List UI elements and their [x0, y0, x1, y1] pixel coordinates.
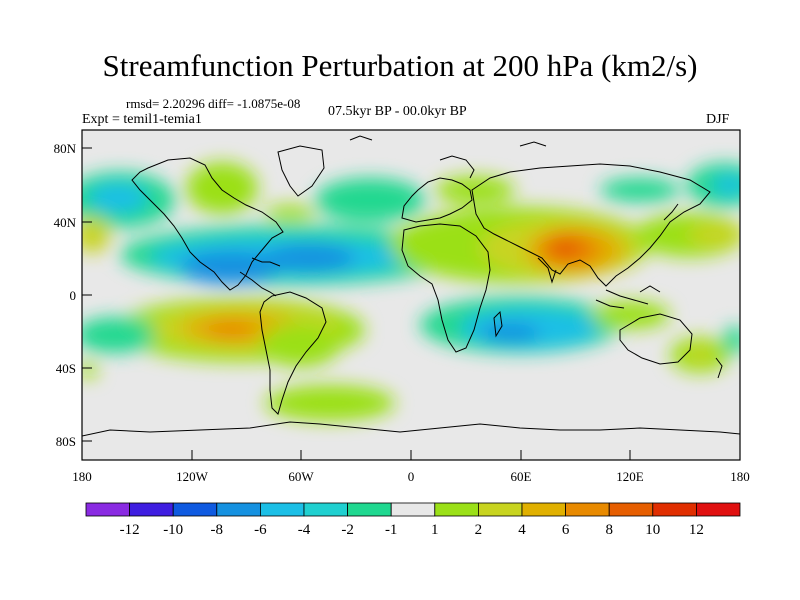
- coast-south-america: [259, 291, 327, 415]
- colorbar-swatch: [85, 502, 130, 517]
- lon-label: 60E: [511, 469, 532, 484]
- lon-label: 60W: [288, 469, 314, 484]
- colorbar-label: 6: [562, 522, 570, 538]
- lon-label: 120E: [616, 469, 644, 484]
- coastlines: [82, 135, 740, 437]
- lon-label: 180: [730, 469, 750, 484]
- colorbar-swatch: [216, 502, 261, 517]
- colorbar-swatch: [347, 502, 392, 517]
- colorbar-label: 12: [689, 522, 704, 538]
- colorbar-swatch: [477, 502, 523, 517]
- coast-europe: [401, 177, 473, 223]
- colorbar-swatch: [390, 502, 436, 517]
- stats-text: rmsd= 2.20296 diff= -1.0875e-08: [126, 96, 301, 111]
- lon-label: 120W: [176, 469, 209, 484]
- colorbar-label: 1: [431, 522, 439, 538]
- season-label: DJF: [706, 112, 730, 127]
- colorbar-label: 4: [518, 522, 526, 538]
- lat-label: 0: [70, 288, 77, 303]
- colorbar-swatch: [129, 502, 174, 517]
- colorbar-swatch: [303, 502, 348, 517]
- colorbar-label: -1: [385, 522, 398, 538]
- chart-title: Streamfunction Perturbation at 200 hPa (…: [102, 48, 698, 83]
- colorbar-label: -10: [163, 522, 183, 538]
- latitude-axis: 80N 40N 0 40S 80S: [54, 141, 92, 449]
- colorbar-swatch: [652, 502, 697, 517]
- colorbar-swatch: [434, 502, 479, 517]
- contour-south-atlantic: [265, 385, 395, 421]
- longitude-axis: 180 120W 60W 0 60E 120E 180: [72, 450, 750, 484]
- period-label: 07.5kyr BP - 00.0kyr BP: [328, 104, 467, 119]
- colorbar: -12 -10 -8 -6 -4 -2 -1 1 2 4 6 8 10 12: [85, 502, 741, 538]
- colorbar-label: 10: [645, 522, 660, 538]
- lon-label: 0: [408, 469, 415, 484]
- colorbar-label: 2: [475, 522, 483, 538]
- coast-north-america: [131, 157, 284, 291]
- coast-asia: [471, 163, 711, 287]
- coast-antarctica: [82, 421, 740, 437]
- coast-greenland: [277, 145, 325, 197]
- colorbar-swatch: [172, 502, 218, 517]
- lon-label: 180: [72, 469, 92, 484]
- contour-north-atlantic: [315, 178, 425, 222]
- colorbar-swatch: [608, 502, 654, 517]
- contour-greenland: [186, 162, 258, 214]
- contour-field: [82, 162, 740, 421]
- lat-label: 80N: [54, 141, 77, 156]
- colorbar-swatch: [565, 502, 610, 517]
- colorbar-label: -4: [298, 522, 311, 538]
- colorbar-swatch: [259, 502, 305, 517]
- colorbar-label: -6: [254, 522, 267, 538]
- colorbar-swatch: [696, 502, 741, 517]
- coast-africa: [401, 223, 491, 353]
- lat-label: 80S: [56, 434, 76, 449]
- lat-label: 40N: [54, 215, 77, 230]
- colorbar-label: -12: [120, 522, 140, 538]
- lat-label: 40S: [56, 361, 76, 376]
- experiment-label: Expt = temil1-temia1: [82, 112, 202, 127]
- colorbar-label: 8: [605, 522, 613, 538]
- colorbar-label: -2: [341, 522, 354, 538]
- colorbar-swatch: [521, 502, 566, 517]
- coast-australia: [619, 313, 693, 365]
- colorbar-label: -8: [211, 522, 224, 538]
